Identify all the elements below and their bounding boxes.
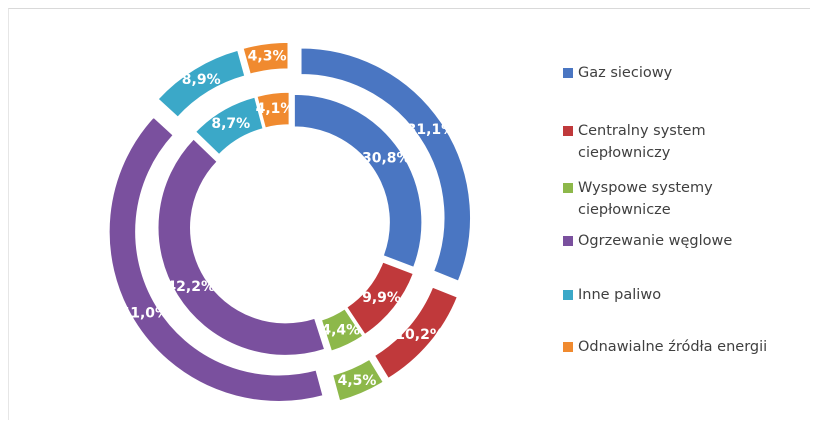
outer-label-centralny-system: 10,2% — [395, 327, 444, 343]
inner-slice-gaz-sieciowy — [293, 93, 423, 269]
inner-slice-ogrzewanie-wglowe — [157, 137, 326, 357]
inner-label-gaz-sieciowy: 30,8% — [362, 151, 411, 167]
legend-label: Centralny system ciepłowniczy — [578, 123, 706, 161]
chart-frame — [8, 8, 810, 420]
outer-slice-ogrzewanie-wglowe — [108, 115, 325, 403]
outer-slice-odnawialne-rda-energii — [241, 41, 289, 76]
legend-swatch — [563, 290, 573, 300]
inner-slice-odnawialne-rda-energii — [255, 91, 291, 130]
legend-swatch — [563, 183, 573, 193]
legend-item-gaz-sieciowy: Gaz sieciowy — [563, 62, 672, 84]
outer-slice-wyspowe-systemy — [331, 358, 385, 402]
outer-label-wyspowe-systemy: 4,5% — [338, 373, 377, 389]
legend-swatch — [563, 342, 573, 352]
legend-label: Wyspowe systemy ciepłownicze — [578, 180, 713, 218]
legend-label: Odnawialne źródła energii — [578, 339, 768, 355]
legend-label: Ogrzewanie węglowe — [578, 233, 733, 249]
outer-label-ogrzewanie-wglowe: 41,0% — [121, 305, 170, 321]
legend-item-ogrzewanie-weglowe: Ogrzewanie węglowe — [563, 230, 732, 252]
outer-slice-gaz-sieciowy — [300, 46, 472, 283]
inner-label-inne-paliwo: 8,7% — [211, 116, 250, 132]
outer-slice-inne-paliwo — [156, 49, 246, 119]
inner-slice-centralny-system — [345, 260, 415, 336]
inner-label-wyspowe-systemy: 4,4% — [321, 322, 360, 338]
legend-item-odnawialne: Odnawialne źródła energii — [563, 336, 767, 358]
legend-swatch — [563, 236, 573, 246]
outer-label-odnawialne-rda-energii: 4,3% — [248, 49, 287, 65]
legend-swatch — [563, 68, 573, 78]
legend-item-inne-paliwo: Inne paliwo — [563, 284, 661, 306]
inner-label-ogrzewanie-wglowe: 42,2% — [166, 279, 215, 295]
outer-slice-centralny-system — [373, 285, 459, 380]
legend-label: Inne paliwo — [578, 287, 662, 303]
legend-label: Gaz sieciowy — [578, 65, 673, 81]
legend-item-centralny-system: Centralny system ciepłowniczy — [563, 120, 706, 164]
inner-label-odnawialne-rda-energii: 4,1% — [256, 101, 295, 117]
legend-swatch — [563, 126, 573, 136]
outer-label-inne-paliwo: 8,9% — [182, 72, 221, 88]
legend-item-wyspowe-systemy: Wyspowe systemy ciepłownicze — [563, 177, 713, 221]
inner-label-centralny-system: 9,9% — [362, 290, 401, 306]
inner-slice-inne-paliwo — [194, 95, 265, 156]
inner-slice-wyspowe-systemy — [320, 307, 365, 353]
outer-label-gaz-sieciowy: 31,1% — [407, 122, 456, 138]
